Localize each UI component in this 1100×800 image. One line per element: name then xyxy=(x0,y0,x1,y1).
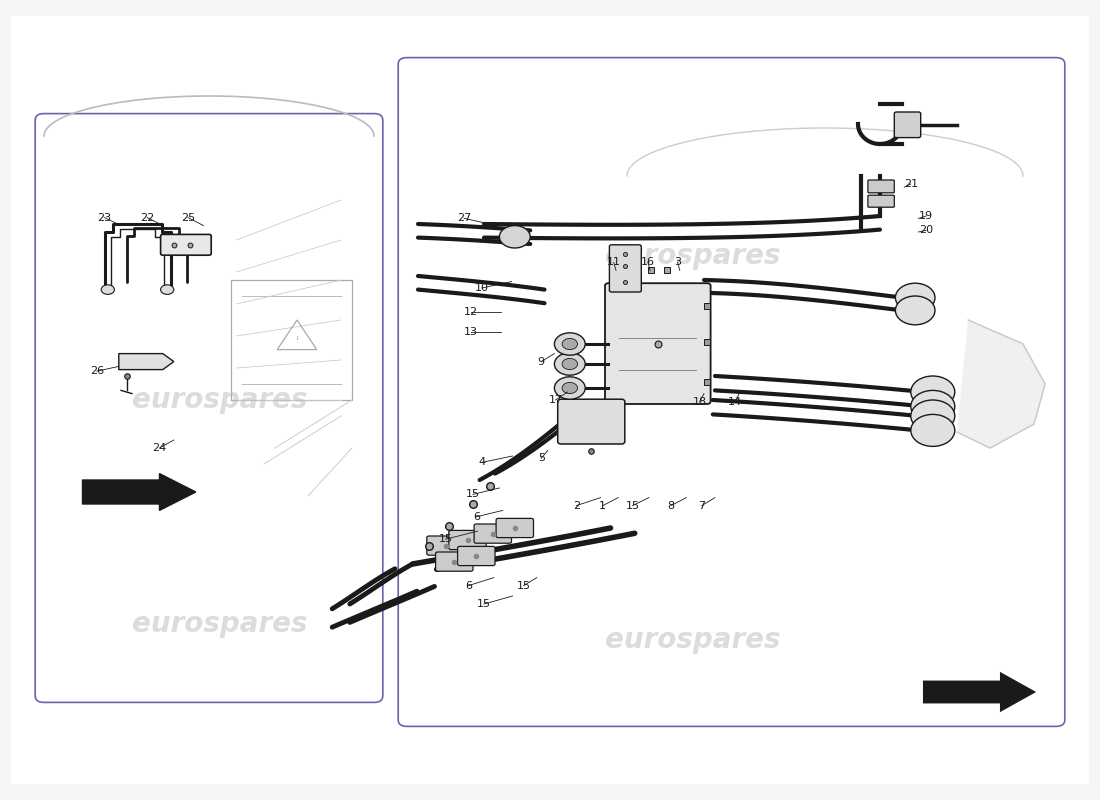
Text: 9: 9 xyxy=(538,357,544,366)
Text: 14: 14 xyxy=(728,397,741,406)
Text: 12: 12 xyxy=(464,307,477,317)
Text: 1: 1 xyxy=(600,501,606,510)
Text: 26: 26 xyxy=(90,366,103,376)
Polygon shape xyxy=(924,674,1034,710)
Text: 13: 13 xyxy=(464,327,477,337)
Circle shape xyxy=(911,376,955,408)
Circle shape xyxy=(499,226,530,248)
Circle shape xyxy=(911,400,955,432)
Text: 15: 15 xyxy=(466,490,480,499)
Polygon shape xyxy=(82,474,196,510)
Text: 22: 22 xyxy=(141,213,154,222)
Polygon shape xyxy=(119,354,174,370)
FancyBboxPatch shape xyxy=(868,195,894,207)
FancyBboxPatch shape xyxy=(427,536,464,555)
Circle shape xyxy=(895,296,935,325)
Circle shape xyxy=(562,338,578,350)
FancyBboxPatch shape xyxy=(436,552,473,571)
FancyBboxPatch shape xyxy=(449,530,486,550)
Text: 6: 6 xyxy=(473,512,480,522)
Text: 3: 3 xyxy=(674,258,681,267)
Text: 15: 15 xyxy=(517,581,530,590)
Text: 23: 23 xyxy=(98,213,111,222)
FancyBboxPatch shape xyxy=(11,16,1089,784)
Circle shape xyxy=(554,353,585,375)
Circle shape xyxy=(554,333,585,355)
Text: 19: 19 xyxy=(920,211,933,221)
Text: eurospares: eurospares xyxy=(132,386,308,414)
Circle shape xyxy=(554,377,585,399)
Text: 6: 6 xyxy=(465,581,472,590)
Text: 16: 16 xyxy=(641,258,654,267)
Text: 27: 27 xyxy=(458,214,471,223)
Circle shape xyxy=(562,358,578,370)
FancyBboxPatch shape xyxy=(558,399,625,444)
FancyBboxPatch shape xyxy=(894,112,921,138)
Text: 15: 15 xyxy=(439,534,452,544)
Circle shape xyxy=(895,283,935,312)
Text: 4: 4 xyxy=(478,458,485,467)
Text: 2: 2 xyxy=(573,501,580,510)
Text: 5: 5 xyxy=(538,454,544,463)
Text: 8: 8 xyxy=(668,501,674,510)
FancyBboxPatch shape xyxy=(398,58,1065,726)
Text: 21: 21 xyxy=(904,179,917,189)
FancyBboxPatch shape xyxy=(605,283,711,404)
Text: 10: 10 xyxy=(475,283,488,293)
Text: 11: 11 xyxy=(607,258,620,267)
Text: 7: 7 xyxy=(698,501,705,510)
Polygon shape xyxy=(957,320,1045,448)
Text: 17: 17 xyxy=(549,395,562,405)
Text: 15: 15 xyxy=(477,599,491,609)
FancyBboxPatch shape xyxy=(458,546,495,566)
FancyBboxPatch shape xyxy=(161,234,211,255)
Text: 24: 24 xyxy=(153,443,166,453)
Circle shape xyxy=(161,285,174,294)
Circle shape xyxy=(101,285,114,294)
FancyBboxPatch shape xyxy=(609,245,641,292)
Text: 15: 15 xyxy=(626,501,639,510)
Circle shape xyxy=(911,414,955,446)
Text: 20: 20 xyxy=(920,226,933,235)
Circle shape xyxy=(562,382,578,394)
Circle shape xyxy=(911,390,955,422)
Text: 18: 18 xyxy=(693,397,706,406)
Text: eurospares: eurospares xyxy=(132,610,308,638)
FancyBboxPatch shape xyxy=(868,180,894,193)
Text: 25: 25 xyxy=(182,213,195,222)
FancyBboxPatch shape xyxy=(496,518,534,538)
FancyBboxPatch shape xyxy=(35,114,383,702)
Text: eurospares: eurospares xyxy=(605,242,781,270)
FancyBboxPatch shape xyxy=(474,524,512,543)
Text: eurospares: eurospares xyxy=(605,626,781,654)
Text: !: ! xyxy=(296,336,298,346)
